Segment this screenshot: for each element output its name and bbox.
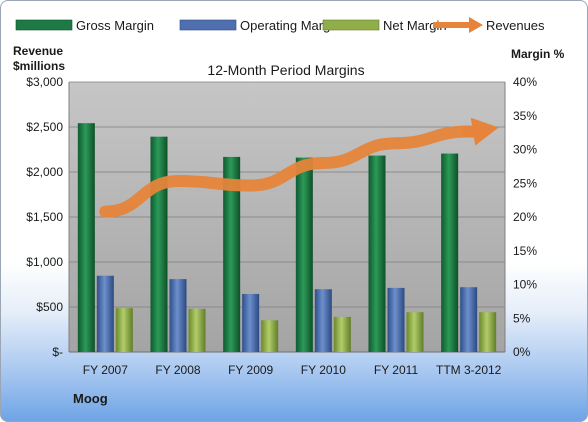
left-tick-label: $2,500: [26, 120, 63, 134]
legend-label-operating-margin: Operating Margin: [240, 18, 340, 33]
legend-label-net-margin: Net Margin: [383, 18, 447, 33]
legend-swatch-operating-margin: [179, 19, 237, 31]
x-axis-ticks: FY 2007 FY 2008 FY 2009 FY 2010 FY 2011 TTM 3…: [83, 363, 502, 377]
left-axis-title-line2: $millions: [13, 59, 65, 73]
legend: Gross Margin Operating Margin Net Margin…: [15, 17, 545, 33]
revenue-line: [99, 125, 475, 218]
bar-operating-margin: [96, 275, 114, 352]
x-tick-label: FY 2011: [374, 363, 419, 377]
x-tick-label: TTM 3-2012: [436, 363, 502, 377]
bar-operating-margin: [169, 279, 187, 352]
bar-gross-margin: [150, 136, 168, 352]
right-tick-label: 40%: [513, 75, 537, 89]
bar-operating-margin: [387, 287, 405, 352]
left-tick-label: $-: [52, 345, 63, 359]
right-tick-label: 25%: [513, 176, 537, 190]
right-axis-title: Margin %: [511, 47, 565, 61]
bar-gross-margin: [77, 123, 95, 352]
company-label: Moog: [73, 391, 108, 406]
revenue-line-group: [99, 117, 499, 218]
bar-operating-margin: [242, 293, 260, 352]
left-axis-ticks: $- $500 $1,000 $1,500 $2,000 $2,500 $3,000: [26, 75, 63, 359]
bar-operating-margin: [460, 287, 478, 352]
left-axis-title-line1: Revenue: [13, 44, 63, 58]
bar-gross-margin: [223, 156, 241, 352]
right-tick-label: 35%: [513, 109, 537, 123]
bar-gross-margin: [368, 155, 386, 352]
bar-net-margin: [479, 312, 497, 352]
right-tick-label: 15%: [513, 244, 537, 258]
bar-gross-margin: [295, 157, 313, 352]
right-tick-label: 5%: [513, 311, 531, 325]
left-tick-label: $2,000: [26, 165, 63, 179]
x-tick-label: FY 2008: [155, 363, 200, 377]
legend-swatch-gross-margin: [15, 19, 73, 31]
bar-net-margin: [261, 320, 279, 352]
bar-net-margin: [188, 308, 206, 352]
x-tick-label: FY 2010: [301, 363, 346, 377]
bar-net-margin: [115, 308, 133, 352]
gridlines: [68, 81, 506, 353]
right-axis-ticks: 0% 5% 10% 15% 20% 25% 30% 35% 40%: [513, 75, 537, 359]
left-tick-label: $500: [36, 300, 63, 314]
bar-operating-margin: [314, 289, 332, 352]
right-tick-label: 10%: [513, 278, 537, 292]
bar-net-margin: [333, 316, 351, 352]
legend-label-revenues: Revenues: [486, 18, 545, 33]
left-tick-label: $3,000: [26, 75, 63, 89]
x-tick-label: FY 2007: [83, 363, 128, 377]
revenue-arrowhead: [470, 117, 499, 146]
right-tick-label: 0%: [513, 345, 531, 359]
right-tick-label: 30%: [513, 143, 537, 157]
bar-gross-margin: [441, 153, 459, 352]
legend-label-gross-margin: Gross Margin: [76, 18, 154, 33]
left-tick-label: $1,000: [26, 255, 63, 269]
chart-title: 12-Month Period Margins: [207, 62, 364, 78]
right-tick-label: 20%: [513, 210, 537, 224]
bar-net-margin: [406, 312, 424, 352]
legend-swatch-net-margin: [322, 19, 380, 31]
x-tick-label: FY 2009: [228, 363, 273, 377]
bars-group: [77, 123, 497, 352]
left-tick-label: $1,500: [26, 210, 63, 224]
legend-swatch-revenues-head: [469, 17, 483, 33]
